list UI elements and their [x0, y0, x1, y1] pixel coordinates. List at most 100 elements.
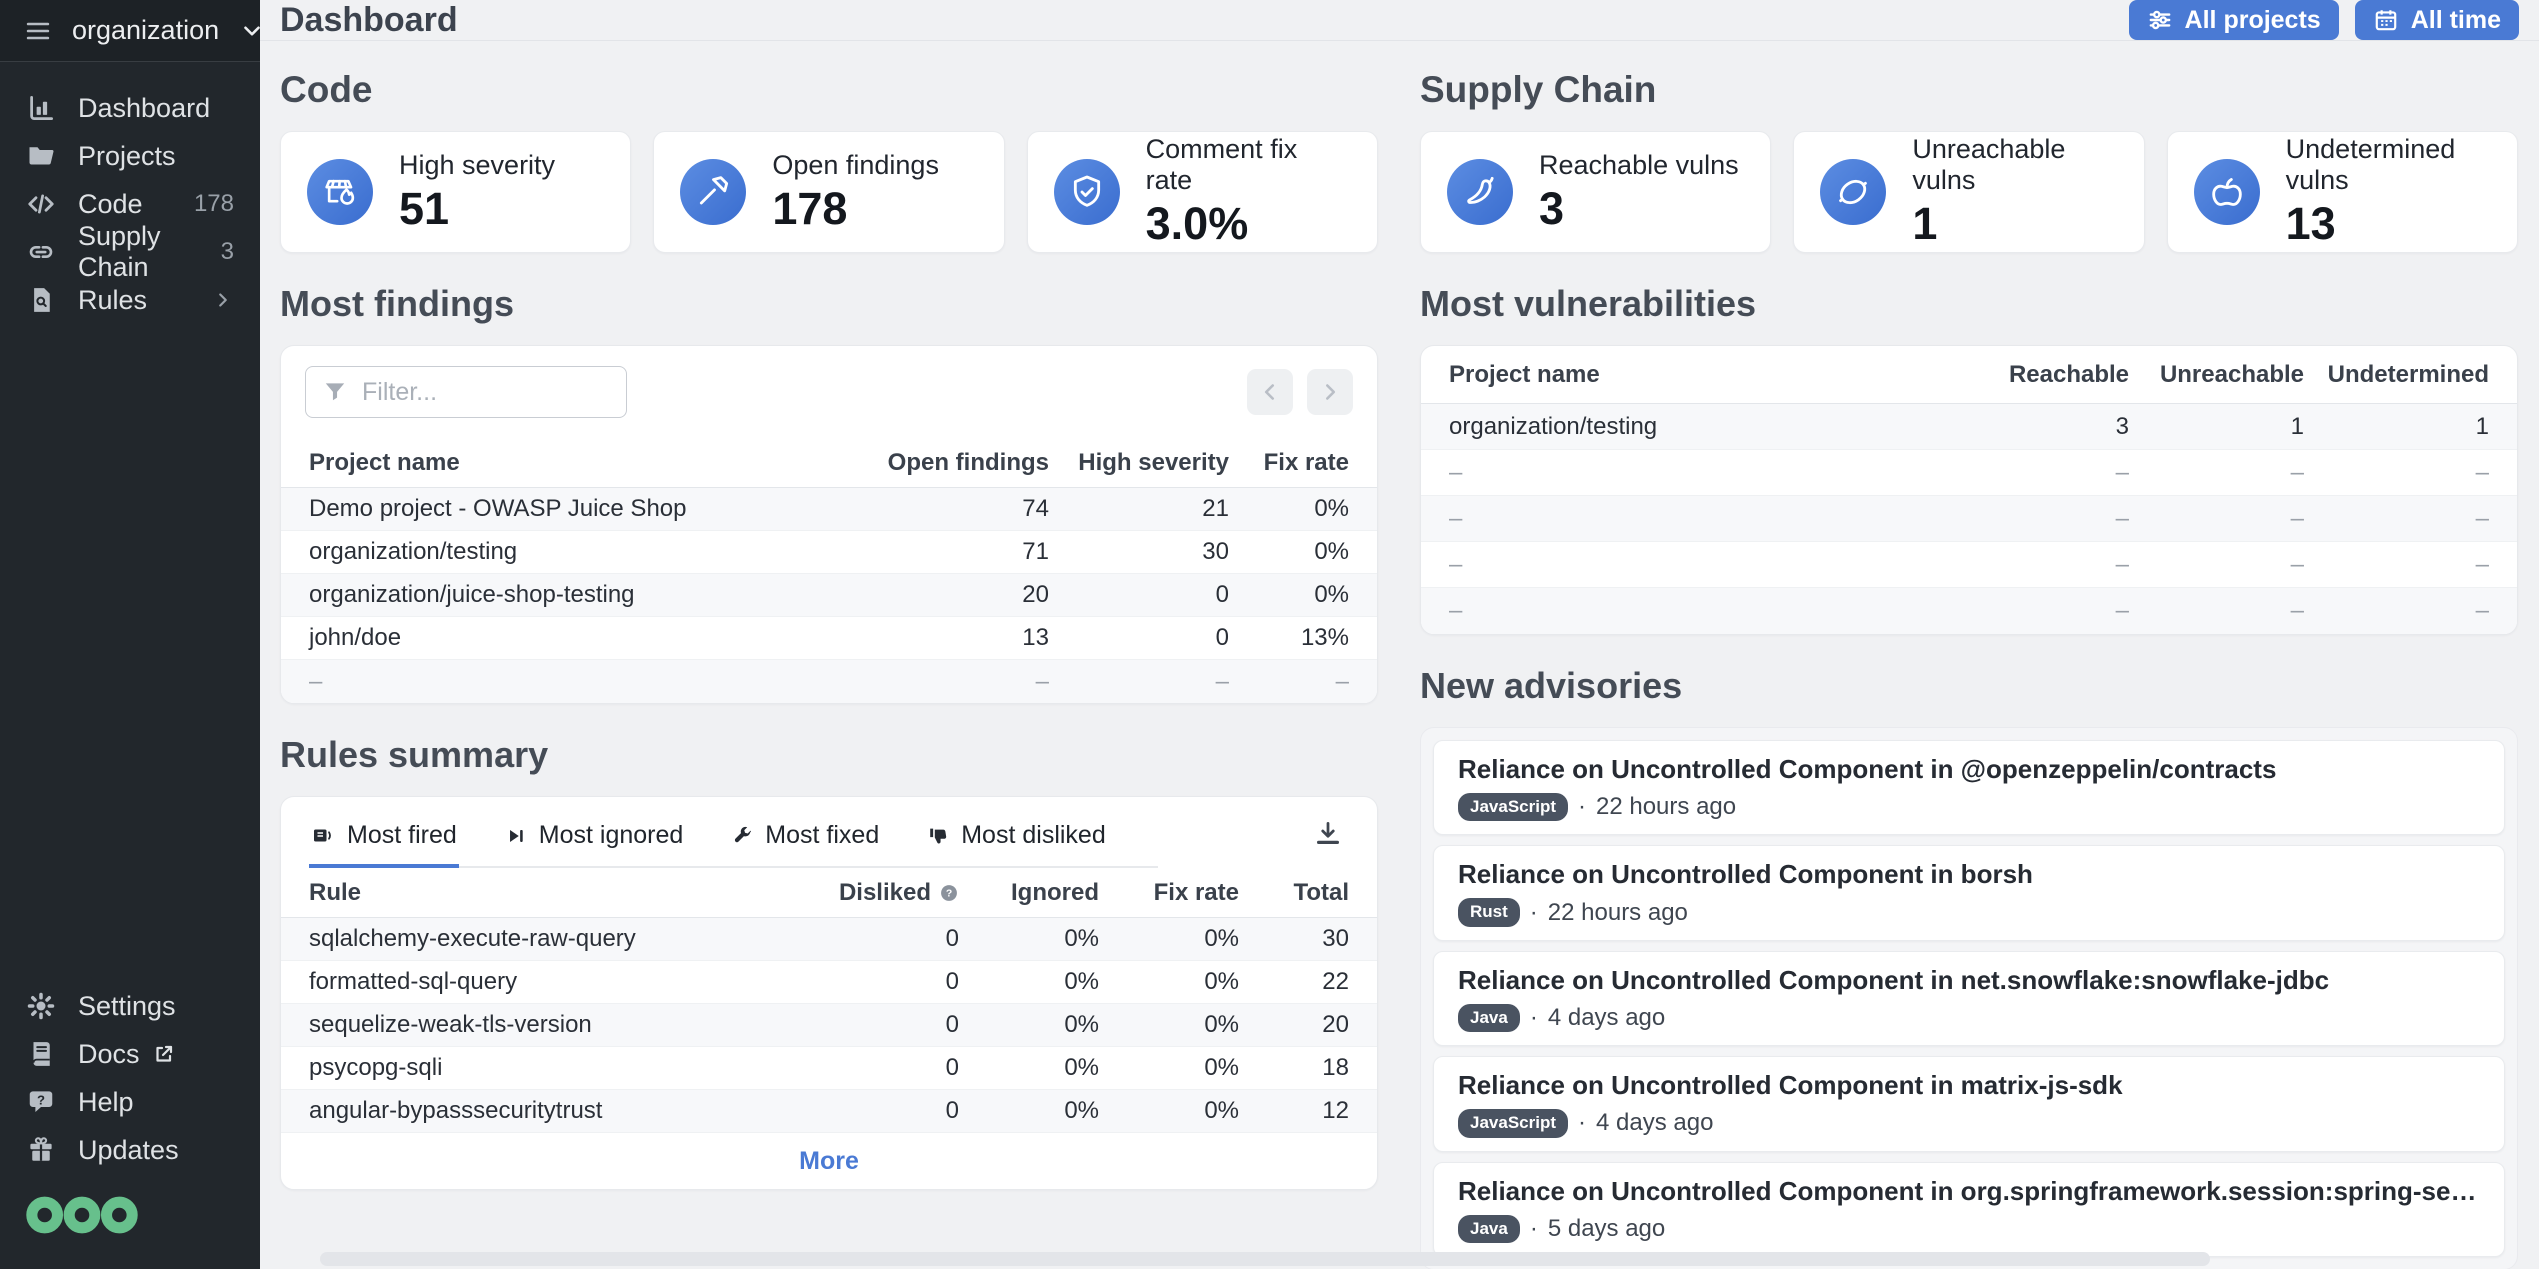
- sidebar-item-help[interactable]: ? Help: [0, 1078, 260, 1126]
- findings-prev-page-button[interactable]: [1247, 369, 1293, 415]
- advisory-time: 22 hours ago: [1596, 793, 1737, 821]
- calendar-icon: [2373, 7, 2399, 33]
- new-advisories-panel: Reliance on Uncontrolled Component in @o…: [1420, 727, 2518, 1269]
- page-title: Dashboard: [280, 0, 458, 39]
- language-badge: Rust: [1458, 898, 1520, 927]
- advisory-time: 4 days ago: [1547, 1003, 1666, 1031]
- sidebar-item-supply-chain[interactable]: Supply Chain 3: [0, 221, 260, 282]
- funnel-icon: [322, 379, 348, 405]
- vulns-table-header: Project name Reachable Unreachable Undet…: [1421, 346, 2517, 404]
- tab-most-fired[interactable]: Most fired: [309, 813, 459, 868]
- table-row[interactable]: sequelize-weak-tls-version 0 0% 0% 20: [281, 1004, 1377, 1047]
- table-row-empty: – – – –: [1421, 450, 2517, 496]
- language-badge: Java: [1458, 1214, 1520, 1243]
- rules-summary-panel: Most fired Most ignored Mo: [280, 796, 1378, 1190]
- tab-most-disliked[interactable]: Most disliked: [925, 813, 1108, 868]
- chili-pepper-icon: [1447, 159, 1513, 225]
- org-selector[interactable]: organization: [0, 0, 260, 62]
- most-vulnerabilities-panel: Project name Reachable Unreachable Undet…: [1420, 345, 2518, 635]
- table-row-empty: – – – –: [1421, 588, 2517, 634]
- table-row[interactable]: john/doe 13 0 13%: [281, 617, 1377, 660]
- table-row[interactable]: Demo project - OWASP Juice Shop 74 21 0%: [281, 488, 1377, 531]
- all-time-filter-button[interactable]: All time: [2354, 0, 2519, 40]
- tab-most-fixed[interactable]: Most fixed: [729, 813, 881, 868]
- table-row-empty: – – – –: [1421, 496, 2517, 542]
- language-badge: Java: [1458, 1003, 1520, 1033]
- findings-filter-field[interactable]: [305, 366, 684, 418]
- advisory-item[interactable]: Reliance on Uncontrolled Component in or…: [1433, 1161, 2505, 1257]
- sidebar-item-rules[interactable]: Rules: [0, 276, 260, 324]
- gear-icon: [26, 991, 56, 1021]
- sidebar-item-settings[interactable]: Settings: [0, 982, 260, 1030]
- advisory-item[interactable]: Reliance on Uncontrolled Component in ma…: [1433, 1056, 2505, 1152]
- tab-most-ignored[interactable]: Most ignored: [503, 813, 686, 868]
- stat-value: 3: [1539, 182, 1565, 234]
- shield-check-icon: [1053, 159, 1120, 225]
- advisory-time: 22 hours ago: [1547, 898, 1688, 926]
- reachable-vulns-card: Reachable vulns 3: [1420, 131, 1772, 253]
- stat-label: Reachable vulns: [1539, 149, 1739, 180]
- gift-icon: [26, 1135, 56, 1165]
- book-icon: [26, 1039, 56, 1069]
- horizontal-scrollbar[interactable]: [320, 1252, 2210, 1266]
- table-row[interactable]: organization/testing 71 30 0%: [281, 531, 1377, 574]
- sidebar-item-updates[interactable]: Updates: [0, 1126, 260, 1174]
- org-name: organization: [72, 15, 220, 45]
- stat-value: 51: [399, 182, 450, 234]
- help-circle-icon[interactable]: ?: [939, 883, 959, 903]
- sidebar-spacer: [0, 324, 260, 960]
- findings-table-header: Project name Open findings High severity…: [281, 438, 1377, 488]
- stat-label: High severity: [399, 149, 556, 180]
- dashboard-chart-icon: [26, 93, 56, 123]
- sidebar-item-docs[interactable]: Docs: [0, 1030, 260, 1078]
- table-row-empty: – – – –: [1421, 542, 2517, 588]
- advisory-item[interactable]: Reliance on Uncontrolled Component in bo…: [1433, 845, 2505, 941]
- table-row[interactable]: organization/testing 3 1 1: [1421, 404, 2517, 450]
- advisory-item[interactable]: Reliance on Uncontrolled Component in @o…: [1433, 740, 2505, 836]
- sidebar-footer-nav: Settings Docs ? Help Updates: [0, 960, 260, 1174]
- comment-fix-rate-card: Comment fix rate 3.0%: [1026, 131, 1378, 253]
- table-row[interactable]: angular-bypasssecuritytrust 0 0% 0% 12: [281, 1090, 1377, 1133]
- findings-next-page-button[interactable]: [1307, 369, 1353, 415]
- stat-label: Unreachable vulns: [1912, 134, 2066, 195]
- high-severity-card: High severity 51: [280, 131, 632, 253]
- rules-summary-title: Rules summary: [280, 734, 549, 775]
- supply-chain-section: Supply Chain Reachable vulns 3: [1420, 41, 2518, 1269]
- rules-doc-icon: [26, 285, 56, 315]
- stat-value: 178: [772, 182, 848, 234]
- advisory-time: 5 days ago: [1547, 1214, 1666, 1242]
- table-row[interactable]: formatted-sql-query 0 0% 0% 22: [281, 961, 1377, 1004]
- sidebar-item-code[interactable]: Code 178: [0, 180, 260, 228]
- stat-value: 1: [1912, 198, 1938, 249]
- top-bar: Dashboard All projects All time: [260, 0, 2539, 41]
- rules-tabs: Most fired Most ignored Mo: [309, 813, 1158, 868]
- hamburger-menu-icon[interactable]: [24, 17, 52, 45]
- findings-filter-input[interactable]: [362, 377, 684, 407]
- advisory-item[interactable]: Reliance on Uncontrolled Component in ne…: [1433, 950, 2505, 1047]
- lemon-icon: [1820, 159, 1887, 225]
- most-findings-title: Most findings: [280, 283, 514, 324]
- most-findings-panel: Project name Open findings High severity…: [280, 345, 1378, 704]
- all-projects-filter-button[interactable]: All projects: [2128, 0, 2339, 40]
- download-icon[interactable]: [1307, 813, 1349, 858]
- rules-more-link[interactable]: More: [799, 1146, 859, 1175]
- code-section-title: Code: [280, 69, 373, 110]
- language-badge: JavaScript: [1458, 793, 1568, 822]
- advisory-time: 4 days ago: [1596, 1109, 1714, 1137]
- stat-label: Open findings: [772, 149, 939, 180]
- table-row[interactable]: sqlalchemy-execute-raw-query 0 0% 0% 30: [281, 918, 1377, 961]
- table-row[interactable]: organization/juice-shop-testing 20 0 0%: [281, 574, 1377, 617]
- alarm-icon: [311, 824, 335, 848]
- sidebar: organization Dashboard Projects Code 178: [0, 0, 260, 1269]
- chain-link-icon: [26, 237, 56, 267]
- sidebar-item-projects[interactable]: Projects: [0, 132, 260, 180]
- stat-value: 3.0%: [1145, 198, 1249, 249]
- table-row[interactable]: psycopg-sqli 0 0% 0% 18: [281, 1047, 1377, 1090]
- stat-label: Undetermined vulns: [2285, 134, 2456, 195]
- supply-chain-count-badge: 3: [220, 238, 234, 265]
- chevron-down-icon: [239, 18, 265, 44]
- code-section: Code High severity 51 Open: [280, 41, 1378, 1269]
- stat-label: Comment fix rate: [1145, 134, 1298, 195]
- main-area: Dashboard All projects All time Code: [260, 0, 2539, 1269]
- sidebar-item-dashboard[interactable]: Dashboard: [0, 84, 260, 132]
